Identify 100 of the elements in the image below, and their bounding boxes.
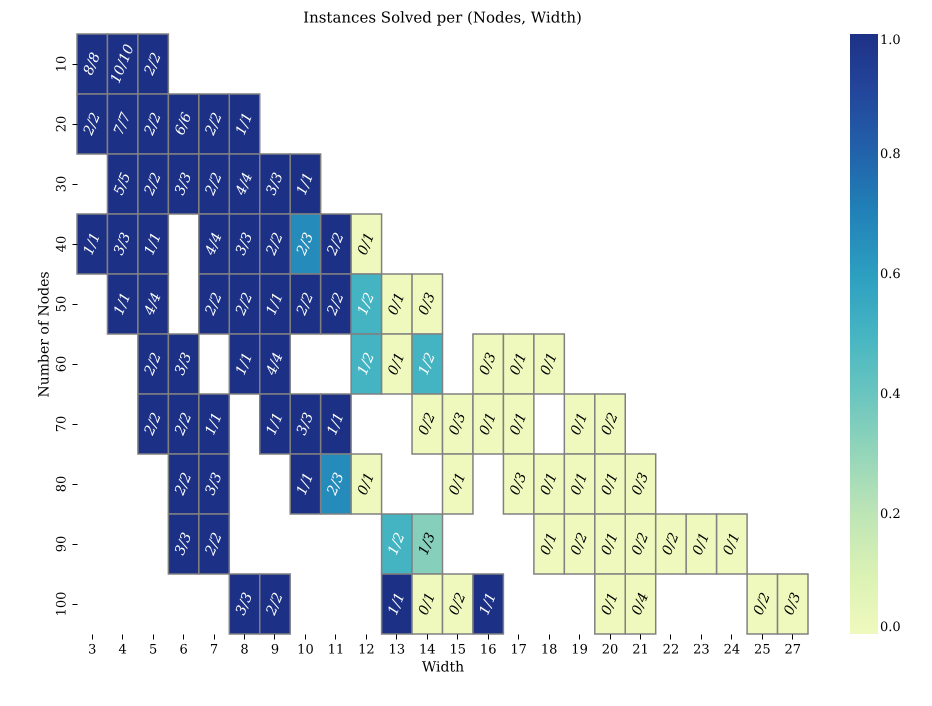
y-tick-label: 60 [54,356,70,372]
data-label: 1/2 [354,350,378,378]
data-label: 3/3 [202,470,226,498]
x-tick-label: 18 [540,642,558,658]
data-label: 0/1 [354,230,378,258]
data-label: 1/1 [263,290,287,318]
y-tick-label: 40 [54,236,70,252]
data-label: 1/2 [385,530,408,558]
x-tick-label: 15 [449,642,466,658]
chart-title: Instances Solved per (Nodes, Width) [303,8,582,26]
data-label: 0/1 [690,530,714,558]
x-tick-label: 5 [149,642,158,658]
data-label: 0/1 [385,290,408,318]
x-tick-label: 4 [118,642,127,658]
data-label: 2/2 [202,530,226,558]
data-label: 0/1 [598,530,622,558]
x-tick-label: 8 [240,642,249,658]
data-label: 2/2 [141,50,165,78]
data-label: 1/1 [232,110,256,138]
data-label: 2/2 [202,170,226,198]
data-label: 2/2 [141,410,165,438]
data-label: 0/2 [568,530,592,558]
color-bar-label: 0.4 [880,387,901,402]
data-label: 10/10 [108,42,138,86]
x-tick-label: 11 [328,642,344,658]
data-label: 3/3 [172,350,196,378]
data-label: 1/3 [416,530,439,558]
data-label: 8/8 [80,50,104,78]
data-label: 0/1 [416,590,439,618]
data-label: 0/1 [598,470,622,498]
data-label: 1/2 [354,290,378,318]
data-label: 1/1 [476,590,500,618]
x-tick-label: 21 [632,642,649,658]
y-axis-title: Number of Nodes [36,271,52,398]
data-label: 0/3 [781,590,804,618]
data-label: 2/2 [172,410,196,438]
data-label: 0/1 [354,470,378,498]
data-label: 2/3 [293,230,318,258]
data-label: 0/3 [476,350,500,378]
data-label: 1/1 [80,230,104,258]
x-tick-label: 20 [602,642,618,658]
data-label: 0/1 [537,470,561,498]
y-tick-label: 90 [54,536,70,552]
x-axis-title: Width [422,660,464,676]
color-bar-label: 0.0 [880,620,901,635]
data-label: 1/1 [294,170,318,198]
data-label: 2/2 [262,230,287,258]
data-label: 2/2 [172,470,196,498]
data-label: 2/2 [202,110,226,138]
data-label: 2/2 [293,290,318,318]
data-label: 1/1 [111,290,134,318]
data-label: 1/1 [263,410,287,438]
data-label: 0/2 [628,530,652,558]
color-bar-label: 0.2 [880,507,901,522]
data-label: 2/2 [141,350,165,378]
color-bar-label: 0.6 [880,267,901,282]
x-tick-label: 23 [693,642,710,658]
data-label: 4/4 [232,170,256,198]
data-label: 1/1 [142,230,165,258]
data-label: 3/3 [172,170,196,198]
data-label: 3/3 [232,230,256,258]
data-label: 2/3 [324,470,348,498]
data-label: 0/1 [568,470,592,498]
x-tick-label: 19 [571,642,588,658]
y-tick-label: 10 [54,56,70,72]
data-label: 0/3 [446,410,470,438]
x-tick-label: 12 [358,642,375,658]
data-label: 2/2 [324,290,348,318]
x-tick-label: 6 [179,642,188,658]
color-bar-label: 0.8 [880,147,901,162]
data-label: 0/4 [628,590,652,618]
data-label: 0/1 [385,350,408,378]
data-label: 2/2 [324,230,348,258]
x-tick-label: 27 [784,642,802,658]
data-label: 0/2 [598,410,622,438]
data-label: 0/2 [659,530,683,558]
y-tick-label: 30 [54,176,70,192]
data-label: 3/3 [232,590,256,618]
data-label: 0/1 [568,410,592,438]
data-label: 5/5 [111,170,134,198]
data-label: 3/3 [294,410,318,438]
x-tick-label: 17 [510,642,527,658]
data-label: 0/1 [507,410,530,438]
x-tick-label: 10 [297,642,314,658]
y-tick-label: 80 [54,476,70,492]
data-label: 0/3 [416,290,439,318]
x-tick-label: 13 [388,642,406,658]
x-tick-label: 14 [418,642,436,658]
data-label: 3/3 [172,530,196,558]
data-label: 2/2 [202,290,226,318]
data-label: 0/1 [537,530,561,558]
x-tick-label: 22 [662,642,680,658]
data-label: 0/1 [476,410,500,438]
data-label: 1/1 [202,410,226,438]
color-bar-label: 1.0 [880,33,901,48]
data-label: 6/6 [172,110,196,138]
data-label: 0/1 [537,350,561,378]
x-tick-label: 16 [480,642,496,658]
data-label: 1/1 [385,590,408,618]
y-tick-label: 20 [54,116,70,132]
